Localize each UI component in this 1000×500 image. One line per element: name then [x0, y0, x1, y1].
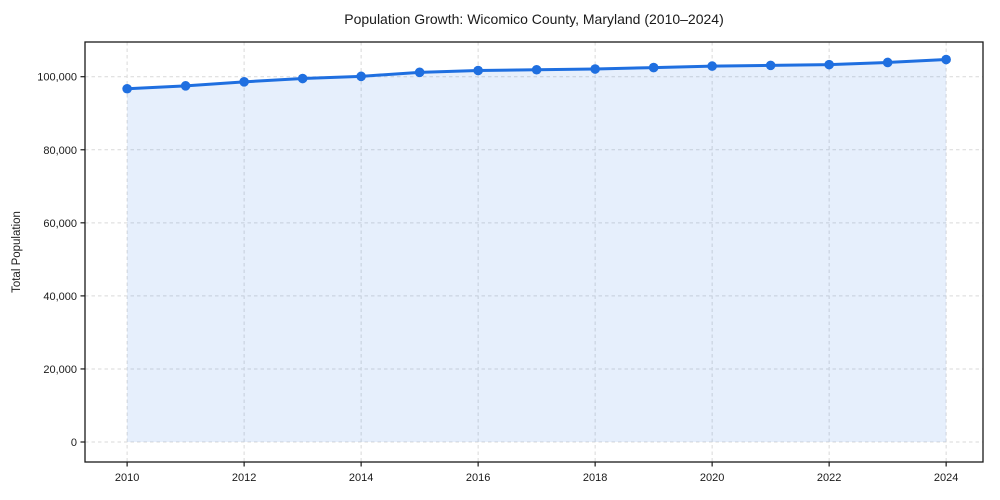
data-point-2018 [590, 64, 600, 74]
axes-border [84, 41, 984, 463]
data-point-2013 [297, 73, 308, 84]
data-point-2021 [765, 60, 776, 71]
area-fill [127, 59, 947, 442]
x-tick-label-2014: 2014 [349, 472, 373, 484]
x-tick-label-2024: 2024 [934, 472, 958, 484]
y-tick-label-80000: 80,000 [43, 145, 77, 157]
x-tick-label-2010: 2010 [115, 472, 139, 484]
x-tick-label-2022: 2022 [817, 472, 841, 484]
y-tick-label-60000: 60,000 [43, 218, 77, 230]
data-point-2014 [356, 71, 366, 82]
data-point-2022 [824, 59, 834, 70]
data-point-2016 [473, 65, 483, 76]
y-axis-label: Total Population [11, 211, 23, 293]
x-tick-label-2020: 2020 [700, 472, 724, 484]
y-tick-label-100000: 100,000 [37, 72, 77, 84]
data-point-2015 [414, 67, 425, 78]
y-tick-label-40000: 40,000 [43, 291, 77, 303]
x-tick-label-2016: 2016 [466, 472, 490, 484]
y-tick-label-0: 0 [71, 437, 77, 449]
data-point-2023 [882, 57, 893, 68]
data-point-2017 [531, 64, 542, 75]
data-point-2012 [239, 77, 249, 87]
data-point-2024 [941, 54, 951, 65]
x-tick-label-2012: 2012 [232, 472, 256, 484]
data-point-2019 [648, 62, 659, 73]
y-tick-label-20000: 20,000 [43, 364, 77, 376]
x-tick-label-2018: 2018 [583, 472, 607, 484]
data-point-2020 [707, 61, 717, 71]
chart-title: Population Growth: Wicomico County, Mary… [344, 11, 724, 27]
data-point-2010 [122, 83, 132, 94]
data-point-2011 [180, 81, 191, 91]
